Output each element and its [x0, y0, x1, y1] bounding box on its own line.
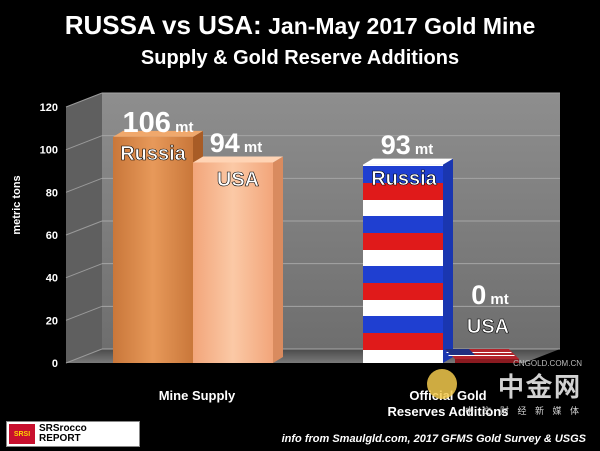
y-tick-label: 40 — [46, 273, 58, 285]
chart-subtitle: Supply & Gold Reserve Additions — [140, 47, 460, 69]
logo-line1: SRSrocco — [39, 423, 87, 434]
bar-russia-reserves — [363, 164, 443, 363]
bar-usa-reserves-front — [455, 359, 519, 363]
series-label-usa-reserves: USA — [467, 316, 509, 338]
series-label-usa-mine: USA — [217, 169, 259, 191]
gridline-side — [65, 263, 103, 279]
y-tick-label: 120 — [40, 102, 58, 114]
title-rest: Jan-May 2017 Gold Mine — [261, 13, 536, 39]
bar-russia-mine-supply — [113, 136, 193, 363]
data-label-usa-reserves: 0 mt — [471, 280, 509, 310]
bar-russia-reserves-side — [443, 158, 453, 363]
logo-badge: SRSI — [9, 424, 35, 444]
y-tick-label: 60 — [46, 230, 58, 242]
gridline-side — [65, 135, 103, 151]
source-note: info from Smaulgld.com, 2017 GFMS Gold S… — [281, 433, 586, 445]
watermark-url: CNGOLD.COM.CN — [513, 359, 582, 368]
srsrocco-logo: SRSI SRSrocco REPORT — [6, 421, 140, 447]
bar-russia-mine-supply-top — [113, 130, 203, 137]
gridline-side — [65, 220, 103, 236]
usa-flag-canton — [445, 349, 475, 355]
y-axis-label: metric tons — [11, 175, 23, 234]
logo-name: SRSrocco REPORT — [39, 424, 87, 444]
title-main: RUSSA vs USA: — [64, 10, 262, 40]
bar-usa-mine-supply-side — [273, 156, 283, 363]
watermark-logo-icon — [426, 369, 457, 399]
bar-russia-reserves-top — [363, 158, 453, 165]
gridline-side — [65, 177, 103, 193]
series-label-russia-reserves: Russia — [371, 168, 437, 190]
data-label-usa-mine: 94 mt — [210, 128, 263, 158]
gridline-side — [65, 348, 103, 364]
bar-usa-mine-supply — [193, 162, 273, 363]
watermark: CNGOLD.COM.CN 中金网 中 文 财 经 新 媒 体 — [426, 359, 582, 417]
y-tick-label: 20 — [46, 315, 58, 327]
watermark-text: 中金网 — [497, 372, 582, 402]
y-tick-label: 80 — [46, 187, 58, 199]
logo-line2: REPORT — [39, 433, 81, 444]
watermark-subtext: 中 文 财 经 新 媒 体 — [464, 406, 582, 416]
y-tick-label: 0 — [52, 358, 58, 370]
usa-flag-stripe — [448, 355, 515, 356]
bar-usa-mine-supply-top — [193, 156, 283, 163]
gridline-side — [65, 92, 103, 108]
x-category-label: Mine Supply — [159, 388, 236, 403]
data-label-russia-mine: 106 mt — [123, 107, 194, 139]
data-label-russia-reserves: 93 mt — [381, 130, 434, 160]
chart-title: RUSSA vs USA: Jan-May 2017 Gold Mine — [0, 10, 600, 41]
y-tick-label: 100 — [40, 145, 58, 157]
series-label-russia-mine: Russia — [120, 143, 186, 165]
gridline-side — [65, 305, 103, 321]
